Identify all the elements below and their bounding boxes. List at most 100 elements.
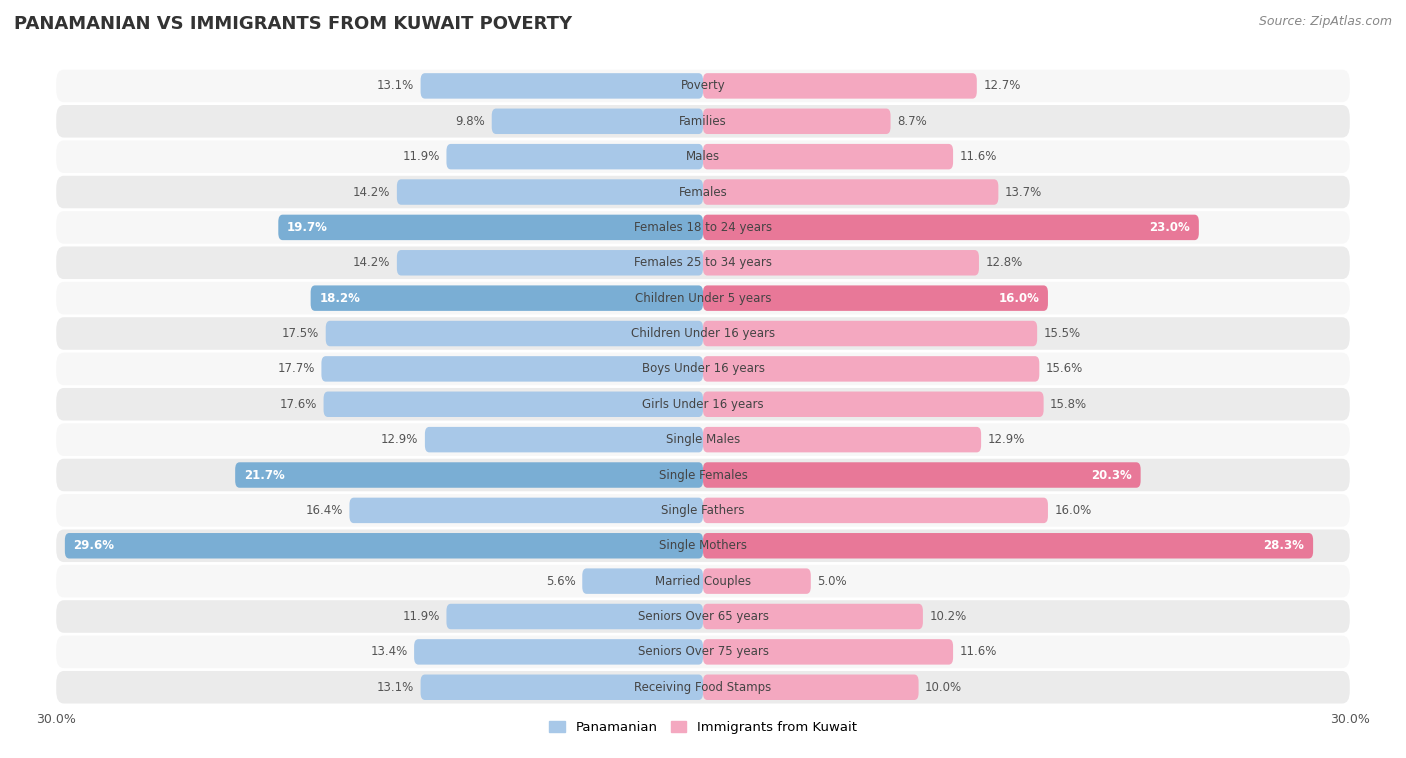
Text: Single Mothers: Single Mothers [659,539,747,553]
FancyBboxPatch shape [703,108,890,134]
Text: 16.4%: 16.4% [305,504,343,517]
Text: Females 25 to 34 years: Females 25 to 34 years [634,256,772,269]
FancyBboxPatch shape [56,565,1350,597]
FancyBboxPatch shape [703,639,953,665]
FancyBboxPatch shape [420,675,703,700]
Text: 5.0%: 5.0% [817,575,846,587]
Text: 12.9%: 12.9% [987,433,1025,446]
FancyBboxPatch shape [56,459,1350,491]
Text: 29.6%: 29.6% [73,539,114,553]
FancyBboxPatch shape [396,180,703,205]
FancyBboxPatch shape [56,140,1350,173]
Text: 13.7%: 13.7% [1005,186,1042,199]
Text: 11.9%: 11.9% [402,610,440,623]
Text: 13.4%: 13.4% [370,645,408,659]
Text: 15.8%: 15.8% [1050,398,1087,411]
FancyBboxPatch shape [56,494,1350,527]
FancyBboxPatch shape [703,74,977,99]
Text: 11.9%: 11.9% [402,150,440,163]
FancyBboxPatch shape [492,108,703,134]
FancyBboxPatch shape [56,530,1350,562]
FancyBboxPatch shape [278,215,703,240]
FancyBboxPatch shape [396,250,703,275]
Text: Children Under 5 years: Children Under 5 years [634,292,772,305]
FancyBboxPatch shape [703,498,1047,523]
Text: Single Fathers: Single Fathers [661,504,745,517]
FancyBboxPatch shape [56,600,1350,633]
FancyBboxPatch shape [703,250,979,275]
Text: Girls Under 16 years: Girls Under 16 years [643,398,763,411]
FancyBboxPatch shape [703,427,981,453]
Text: 9.8%: 9.8% [456,114,485,128]
Text: Source: ZipAtlas.com: Source: ZipAtlas.com [1258,15,1392,28]
FancyBboxPatch shape [703,180,998,205]
Text: 23.0%: 23.0% [1150,221,1191,234]
FancyBboxPatch shape [56,318,1350,349]
FancyBboxPatch shape [703,462,1140,487]
Text: 17.6%: 17.6% [280,398,318,411]
FancyBboxPatch shape [447,604,703,629]
Text: 14.2%: 14.2% [353,256,391,269]
Text: Single Females: Single Females [658,468,748,481]
FancyBboxPatch shape [56,282,1350,315]
FancyBboxPatch shape [323,392,703,417]
Legend: Panamanian, Immigrants from Kuwait: Panamanian, Immigrants from Kuwait [544,716,862,740]
FancyBboxPatch shape [350,498,703,523]
FancyBboxPatch shape [235,462,703,487]
Text: Seniors Over 65 years: Seniors Over 65 years [637,610,769,623]
Text: Females 18 to 24 years: Females 18 to 24 years [634,221,772,234]
FancyBboxPatch shape [311,286,703,311]
FancyBboxPatch shape [703,604,922,629]
Text: 28.3%: 28.3% [1264,539,1305,553]
Text: 12.9%: 12.9% [381,433,419,446]
FancyBboxPatch shape [703,144,953,169]
Text: 13.1%: 13.1% [377,681,415,694]
FancyBboxPatch shape [56,246,1350,279]
Text: Children Under 16 years: Children Under 16 years [631,327,775,340]
Text: Poverty: Poverty [681,80,725,92]
Text: 15.5%: 15.5% [1043,327,1081,340]
Text: 13.1%: 13.1% [377,80,415,92]
Text: Married Couples: Married Couples [655,575,751,587]
FancyBboxPatch shape [56,176,1350,208]
Text: 11.6%: 11.6% [959,645,997,659]
FancyBboxPatch shape [56,352,1350,385]
FancyBboxPatch shape [322,356,703,381]
FancyBboxPatch shape [65,533,703,559]
Text: 18.2%: 18.2% [319,292,360,305]
Text: Seniors Over 75 years: Seniors Over 75 years [637,645,769,659]
Text: 19.7%: 19.7% [287,221,328,234]
FancyBboxPatch shape [56,388,1350,421]
FancyBboxPatch shape [56,671,1350,703]
FancyBboxPatch shape [703,392,1043,417]
Text: 20.3%: 20.3% [1091,468,1132,481]
FancyBboxPatch shape [420,74,703,99]
Text: Single Males: Single Males [666,433,740,446]
Text: 14.2%: 14.2% [353,186,391,199]
Text: 8.7%: 8.7% [897,114,927,128]
FancyBboxPatch shape [703,215,1199,240]
Text: 10.2%: 10.2% [929,610,966,623]
FancyBboxPatch shape [703,675,918,700]
Text: 12.8%: 12.8% [986,256,1022,269]
FancyBboxPatch shape [425,427,703,453]
Text: 12.7%: 12.7% [983,80,1021,92]
Text: 16.0%: 16.0% [998,292,1039,305]
FancyBboxPatch shape [326,321,703,346]
Text: 11.6%: 11.6% [959,150,997,163]
FancyBboxPatch shape [56,636,1350,668]
FancyBboxPatch shape [56,424,1350,456]
FancyBboxPatch shape [582,568,703,594]
FancyBboxPatch shape [703,356,1039,381]
Text: Boys Under 16 years: Boys Under 16 years [641,362,765,375]
Text: 10.0%: 10.0% [925,681,962,694]
Text: 16.0%: 16.0% [1054,504,1091,517]
Text: Receiving Food Stamps: Receiving Food Stamps [634,681,772,694]
Text: Families: Families [679,114,727,128]
FancyBboxPatch shape [703,533,1313,559]
FancyBboxPatch shape [447,144,703,169]
FancyBboxPatch shape [703,321,1038,346]
FancyBboxPatch shape [56,211,1350,243]
Text: 5.6%: 5.6% [546,575,576,587]
Text: 15.6%: 15.6% [1046,362,1083,375]
